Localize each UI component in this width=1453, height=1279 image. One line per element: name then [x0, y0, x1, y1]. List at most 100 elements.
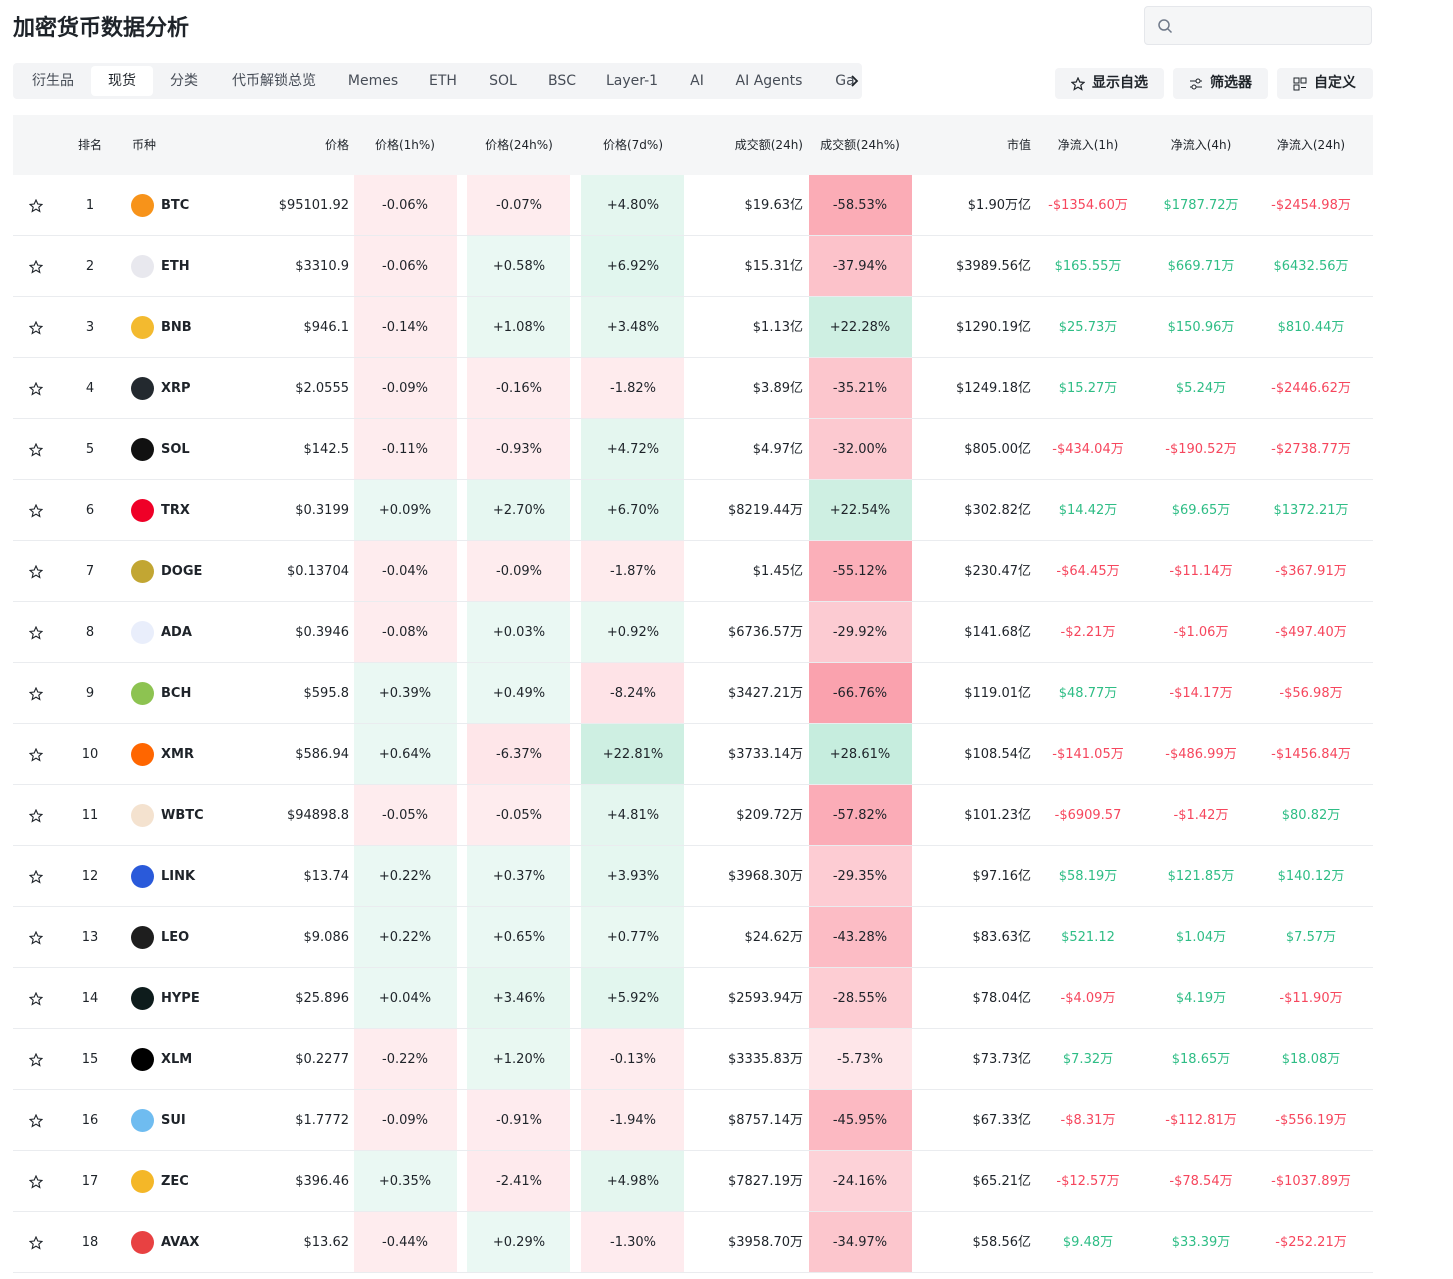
change-cell-bg: [809, 541, 912, 602]
coin-symbol[interactable]: WBTC: [161, 808, 204, 823]
coin-icon: [131, 865, 154, 888]
tab[interactable]: Ga: [835, 73, 855, 89]
change-cell-bg: [354, 907, 457, 968]
change-cell-bg: [809, 1090, 912, 1151]
column-header[interactable]: 币种: [132, 138, 157, 152]
coin-symbol[interactable]: XLM: [161, 1052, 193, 1067]
table-cell: 15: [81, 1052, 99, 1067]
coin-icon: [131, 438, 154, 461]
coin-symbol[interactable]: BNB: [161, 320, 192, 335]
favorite-star[interactable]: [29, 382, 43, 396]
table-cell: $4.19万: [1175, 991, 1227, 1006]
tab[interactable]: 现货: [91, 66, 153, 96]
tab[interactable]: 代币解锁总览: [232, 73, 316, 89]
tab[interactable]: BSC: [547, 73, 577, 89]
favorite-star[interactable]: [29, 626, 43, 640]
column-header[interactable]: 净流入(4h): [1170, 138, 1232, 152]
column-header[interactable]: 市值: [1006, 138, 1031, 152]
favorite-star[interactable]: [29, 870, 43, 884]
column-header[interactable]: 价格: [324, 138, 349, 152]
table-cell: +0.09%: [378, 503, 432, 518]
tab[interactable]: AI Agents: [735, 73, 803, 89]
favorite-star[interactable]: [29, 1053, 43, 1067]
table-cell: $9.086: [303, 930, 350, 945]
column-header[interactable]: 排名: [77, 138, 102, 152]
column-header[interactable]: 价格(1h%): [374, 138, 435, 152]
coin-symbol[interactable]: SUI: [161, 1113, 186, 1128]
column-header[interactable]: 成交额(24h%): [820, 138, 900, 152]
table-cell: 14: [81, 991, 99, 1006]
column-header[interactable]: 成交额(24h): [734, 138, 803, 152]
tab[interactable]: ETH: [429, 73, 457, 89]
favorite-star[interactable]: [29, 260, 43, 274]
toolbar-button[interactable]: 自定义: [1277, 68, 1373, 99]
table-cell: $165.55万: [1054, 259, 1122, 274]
column-header[interactable]: 价格(7d%): [602, 138, 664, 152]
coin-symbol[interactable]: HYPE: [161, 991, 200, 1006]
table-cell: $1249.18亿: [955, 381, 1031, 396]
toolbar-button[interactable]: 显示自选: [1055, 68, 1164, 99]
tab[interactable]: Memes: [347, 73, 399, 89]
tab[interactable]: 衍生品: [32, 73, 74, 89]
table-cell: 1: [85, 198, 95, 213]
change-cell-bg: [354, 358, 457, 419]
favorite-star[interactable]: [29, 1114, 43, 1128]
favorite-star[interactable]: [29, 992, 43, 1006]
coin-icon: [131, 255, 154, 278]
favorite-star[interactable]: [29, 443, 43, 457]
coin-symbol[interactable]: XRP: [161, 381, 191, 396]
change-cell-bg: [581, 785, 684, 846]
favorite-star[interactable]: [29, 931, 43, 945]
table-cell: +6.92%: [606, 259, 660, 274]
coin-symbol[interactable]: LINK: [161, 869, 196, 884]
coin-icon: [131, 499, 154, 522]
change-cell-bg: [581, 358, 684, 419]
column-header[interactable]: 净流入(24h): [1276, 138, 1346, 152]
table-cell: -66.76%: [832, 686, 888, 701]
coin-symbol[interactable]: DOGE: [161, 564, 203, 579]
tab-scroll-arrow[interactable]: [849, 73, 861, 89]
table-cell: 5: [85, 442, 95, 457]
coin-symbol[interactable]: AVAX: [161, 1235, 200, 1250]
tab[interactable]: AI: [690, 73, 704, 89]
change-cell-bg: [467, 175, 570, 236]
toolbar-button[interactable]: 筛选器: [1173, 68, 1268, 99]
coin-icon: [131, 1170, 154, 1193]
favorite-star[interactable]: [29, 1175, 43, 1189]
table-cell: -6.37%: [496, 747, 542, 762]
coin-symbol[interactable]: XMR: [161, 747, 194, 762]
search-box[interactable]: [1144, 6, 1372, 45]
column-header[interactable]: 价格(24h%): [485, 138, 553, 152]
coin-symbol[interactable]: ZEC: [161, 1174, 189, 1189]
favorite-star[interactable]: [29, 504, 43, 518]
favorite-star[interactable]: [29, 687, 43, 701]
favorite-star[interactable]: [29, 321, 43, 335]
table-cell: $101.23亿: [964, 808, 1031, 823]
tab[interactable]: Layer-1: [605, 73, 659, 89]
favorite-star[interactable]: [29, 809, 43, 823]
tab[interactable]: 分类: [170, 73, 198, 89]
coin-symbol[interactable]: SOL: [161, 442, 190, 457]
favorite-star[interactable]: [29, 199, 43, 213]
coin-symbol[interactable]: ETH: [161, 259, 190, 274]
table-cell: $140.12万: [1277, 869, 1345, 884]
table-cell: +4.80%: [606, 198, 660, 213]
favorite-star[interactable]: [29, 1236, 43, 1250]
coin-symbol[interactable]: BTC: [161, 198, 190, 213]
favorite-star[interactable]: [29, 565, 43, 579]
coin-symbol[interactable]: LEO: [161, 930, 190, 945]
favorite-star[interactable]: [29, 748, 43, 762]
tab[interactable]: SOL: [489, 73, 517, 89]
coin-symbol[interactable]: TRX: [161, 503, 190, 518]
coin-symbol[interactable]: ADA: [161, 625, 192, 640]
change-cell-bg: [467, 236, 570, 297]
table-cell: -0.14%: [382, 320, 428, 335]
table-cell: +1.20%: [492, 1052, 546, 1067]
column-header[interactable]: 净流入(1h): [1057, 138, 1119, 152]
row-divider: [13, 723, 1373, 724]
coin-symbol[interactable]: BCH: [161, 686, 192, 701]
table-cell: +28.61%: [829, 747, 891, 762]
table-cell: $4.97亿: [752, 442, 803, 457]
table-cell: +3.93%: [606, 869, 660, 884]
change-cell-bg: [354, 541, 457, 602]
